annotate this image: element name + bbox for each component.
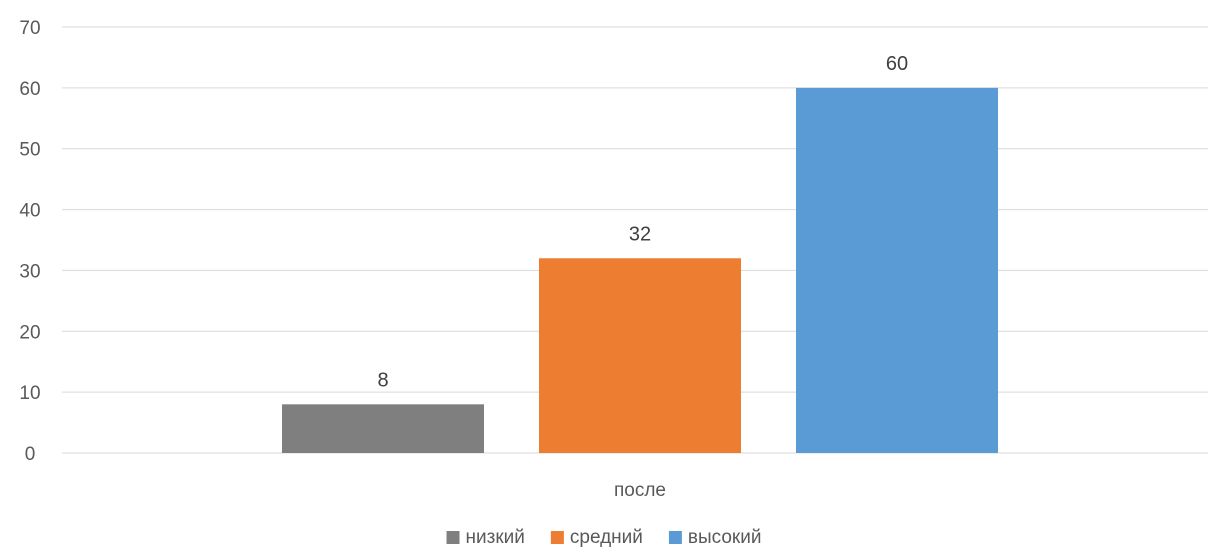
y-tick-label: 30 — [19, 261, 40, 282]
legend-swatch — [668, 531, 682, 544]
legend-swatch — [550, 531, 564, 544]
data-label-средний: 32 — [629, 223, 651, 245]
data-label-низкий: 8 — [377, 369, 388, 391]
legend-item-средний: средний — [550, 527, 643, 548]
y-tick-label: 0 — [25, 444, 36, 465]
y-tick-label: 60 — [19, 79, 40, 100]
y-tick-label: 70 — [19, 18, 40, 39]
y-axis-ticks: 0 10 20 30 40 50 60 70 — [19, 18, 40, 465]
data-labels: 8 32 60 — [377, 53, 908, 391]
legend: низкий средний высокий — [446, 527, 762, 548]
y-tick-label: 40 — [19, 201, 40, 222]
data-label-высокий: 60 — [886, 53, 908, 75]
legend-item-высокий: высокий — [668, 527, 762, 548]
bars — [282, 87, 998, 453]
x-axis-categories: после — [614, 480, 666, 501]
bar-низкий — [282, 404, 484, 453]
y-tick-label: 20 — [19, 322, 40, 343]
legend-item-низкий: низкий — [446, 527, 525, 548]
bar-средний — [539, 258, 741, 453]
legend-label: средний — [570, 527, 643, 548]
bar-высокий — [796, 87, 998, 453]
legend-label: высокий — [688, 527, 762, 548]
legend-label: низкий — [466, 527, 525, 548]
y-tick-label: 50 — [19, 140, 40, 161]
legend-swatch — [446, 531, 460, 544]
x-category-label: после — [614, 480, 666, 501]
y-tick-label: 10 — [19, 383, 40, 404]
